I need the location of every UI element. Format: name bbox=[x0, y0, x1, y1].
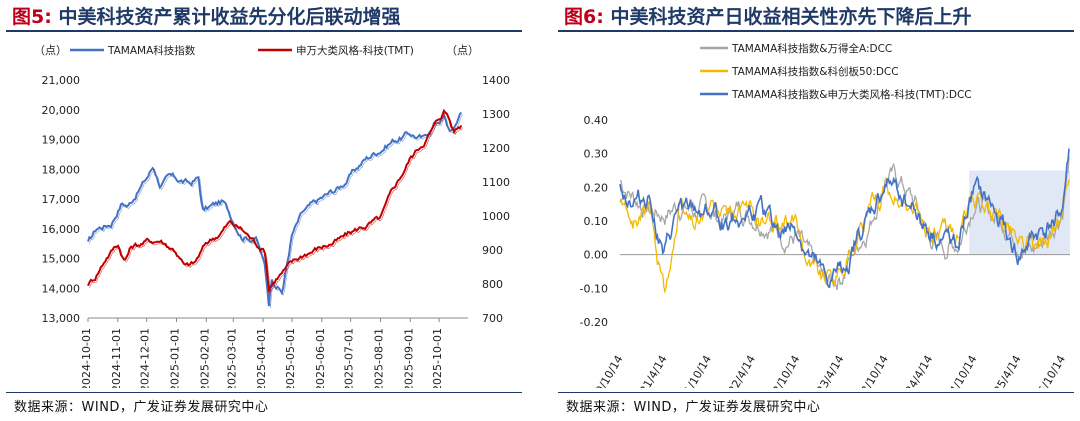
x-tick-label: 2024-11-01 bbox=[110, 328, 123, 388]
x-tick-label: 2025-05-01 bbox=[284, 328, 297, 388]
right-y-tick-label: 900 bbox=[482, 244, 503, 257]
figure-6-top-rule bbox=[558, 30, 1074, 32]
x-tick-label: 2025/10/14 bbox=[1025, 353, 1068, 388]
series-line-1-shadow bbox=[89, 112, 464, 294]
y-tick-label: -0.10 bbox=[580, 282, 608, 295]
series-line-0 bbox=[619, 156, 1070, 291]
left-y-tick-label: 14,000 bbox=[42, 282, 81, 295]
y-tick-label: 0.40 bbox=[584, 114, 609, 127]
x-tick-label: 2023/4/14 bbox=[807, 353, 846, 388]
x-tick-label: 2025-04-01 bbox=[255, 328, 268, 388]
x-tick-label: 2025-09-01 bbox=[402, 328, 415, 388]
x-tick-label: 2024-12-01 bbox=[139, 328, 152, 388]
x-tick-label: 2025-01-01 bbox=[169, 328, 182, 388]
x-tick-label: 2024/10/14 bbox=[937, 353, 980, 388]
x-tick-label: 2025-08-01 bbox=[372, 328, 385, 388]
y-tick-label: 0.30 bbox=[584, 148, 609, 161]
right-axis-unit: （点） bbox=[446, 44, 479, 57]
figure-6-label: 图6: bbox=[564, 6, 604, 28]
left-y-tick-label: 20,000 bbox=[42, 104, 81, 117]
x-tick-label: 2022/4/14 bbox=[719, 353, 758, 388]
x-tick-label: 2021/10/14 bbox=[671, 353, 714, 388]
cumulative-return-chart: （点） （点） 13,000 14,000 15,000 16,000 17,000 18,0… bbox=[34, 44, 510, 388]
right-y-tick-label: 1400 bbox=[482, 74, 510, 87]
left-y-tick-label: 18,000 bbox=[42, 163, 81, 176]
x-tick-label: 2021/4/14 bbox=[630, 353, 669, 388]
figure-6-source: 数据来源：WIND，广发证券发展研究中心 bbox=[566, 400, 821, 415]
x-tick-label: 2023/10/14 bbox=[848, 353, 891, 388]
right-y-tick-label: 1200 bbox=[482, 142, 510, 155]
right-y-tick-label: 800 bbox=[482, 278, 503, 291]
x-tick-label: 2020/10/14 bbox=[583, 353, 626, 388]
series-line-1 bbox=[87, 108, 463, 294]
left-y-tick-label: 16,000 bbox=[42, 223, 81, 236]
x-tick-label: 2025-10-01 bbox=[431, 328, 444, 388]
left-y-tick-label: 19,000 bbox=[42, 134, 81, 147]
figure-5-bottom-rule bbox=[6, 392, 522, 393]
x-tick-label: 2025-02-01 bbox=[198, 328, 211, 388]
y-tick-label: 0.20 bbox=[584, 181, 609, 194]
left-axis-unit: （点） bbox=[34, 44, 67, 57]
figure-6-title: 图6: 中美科技资产日收益相关性亦先下降后上升 bbox=[564, 2, 972, 29]
figure-6-bottom-rule bbox=[558, 392, 1074, 393]
x-tick-label: 2025-07-01 bbox=[343, 328, 356, 388]
x-tick-label: 2025/4/14 bbox=[984, 353, 1023, 388]
legend-label-0: TAMAMA科技指数&万得全A:DCC bbox=[731, 42, 892, 55]
right-y-tick-label: 1100 bbox=[482, 176, 510, 189]
x-tick-label: 2025-03-01 bbox=[225, 328, 238, 388]
series-line-0 bbox=[87, 111, 463, 307]
correlation-chart: -0.20 -0.10 0.00 0.10 0.20 0.30 0.40 2020/10/14… bbox=[580, 42, 1070, 388]
right-y-tick-label: 700 bbox=[482, 312, 503, 325]
figure-6-panel: 图6: 中美科技资产日收益相关性亦先下降后上升 -0.20 -0.10 0.00 0.… bbox=[552, 0, 1080, 421]
figure-5-label: 图5: bbox=[12, 6, 52, 28]
legend-label-0: TAMAMA科技指数 bbox=[107, 44, 196, 57]
legend-label-1: 申万大类风格-科技(TMT) bbox=[296, 44, 414, 57]
y-tick-label: -0.20 bbox=[580, 316, 608, 329]
x-tick-label: 2024/4/14 bbox=[896, 353, 935, 388]
right-y-tick-label: 1000 bbox=[482, 210, 510, 223]
x-tick-label: 2024-10-01 bbox=[80, 328, 93, 388]
series-line-2 bbox=[619, 148, 1070, 289]
figure-5-title-text: 中美科技资产累计收益先分化后联动增强 bbox=[58, 6, 401, 28]
y-tick-label: 0.10 bbox=[584, 215, 609, 228]
figure-5-source: 数据来源：WIND，广发证券发展研究中心 bbox=[14, 400, 269, 415]
highlight-region bbox=[969, 170, 1070, 255]
figure-5-panel: 图5: 中美科技资产累计收益先分化后联动增强 （点） （点） 13,000 14,00… bbox=[0, 0, 528, 421]
left-y-tick-label: 21,000 bbox=[42, 74, 81, 87]
x-tick-label: 2022/10/14 bbox=[760, 353, 803, 388]
left-y-tick-label: 15,000 bbox=[42, 253, 81, 266]
figure-5-top-rule bbox=[6, 30, 522, 32]
figure-5-title: 图5: 中美科技资产累计收益先分化后联动增强 bbox=[12, 2, 401, 29]
right-y-tick-label: 1300 bbox=[482, 108, 510, 121]
left-y-tick-label: 13,000 bbox=[42, 312, 81, 325]
legend-label-2: TAMAMA科技指数&申万大类风格-科技(TMT):DCC bbox=[731, 88, 972, 101]
legend-label-1: TAMAMA科技指数&科创板50:DCC bbox=[731, 65, 899, 78]
y-tick-label: 0.00 bbox=[584, 249, 609, 262]
figure-6-title-text: 中美科技资产日收益相关性亦先下降后上升 bbox=[610, 6, 972, 28]
x-tick-label: 2025-06-01 bbox=[314, 328, 327, 388]
left-y-tick-label: 17,000 bbox=[42, 193, 81, 206]
